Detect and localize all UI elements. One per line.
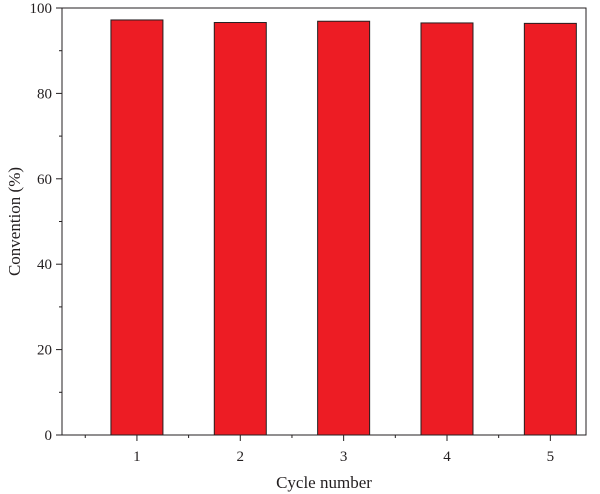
bar-cycle-5 [523,22,577,436]
bars-group [110,19,577,436]
y-tick-label: 80 [37,86,52,102]
bar-cycle-1 [110,19,164,436]
tick-labels-group: 1 2 3 4 5 0 20 40 60 80 100 [30,1,555,465]
y-tick-label: 60 [37,172,52,188]
x-tick-label: 4 [443,449,451,465]
x-axis-title: Cycle number [276,473,372,492]
y-tick-label: 0 [45,428,53,444]
y-axis-title: Convention (%) [5,167,24,276]
plot-frame [61,7,587,436]
x-tick-label: 3 [340,449,348,465]
x-tick-label: 5 [547,449,555,465]
y-tick-label: 20 [37,343,52,359]
bar-cycle-4 [420,22,474,436]
bar-cycle-2 [213,22,267,436]
bar-cycle-3 [317,20,371,436]
x-tick-label: 2 [237,449,245,465]
y-tick-label: 100 [30,1,53,17]
y-tick-label: 40 [37,257,52,273]
x-tick-label: 1 [133,449,141,465]
